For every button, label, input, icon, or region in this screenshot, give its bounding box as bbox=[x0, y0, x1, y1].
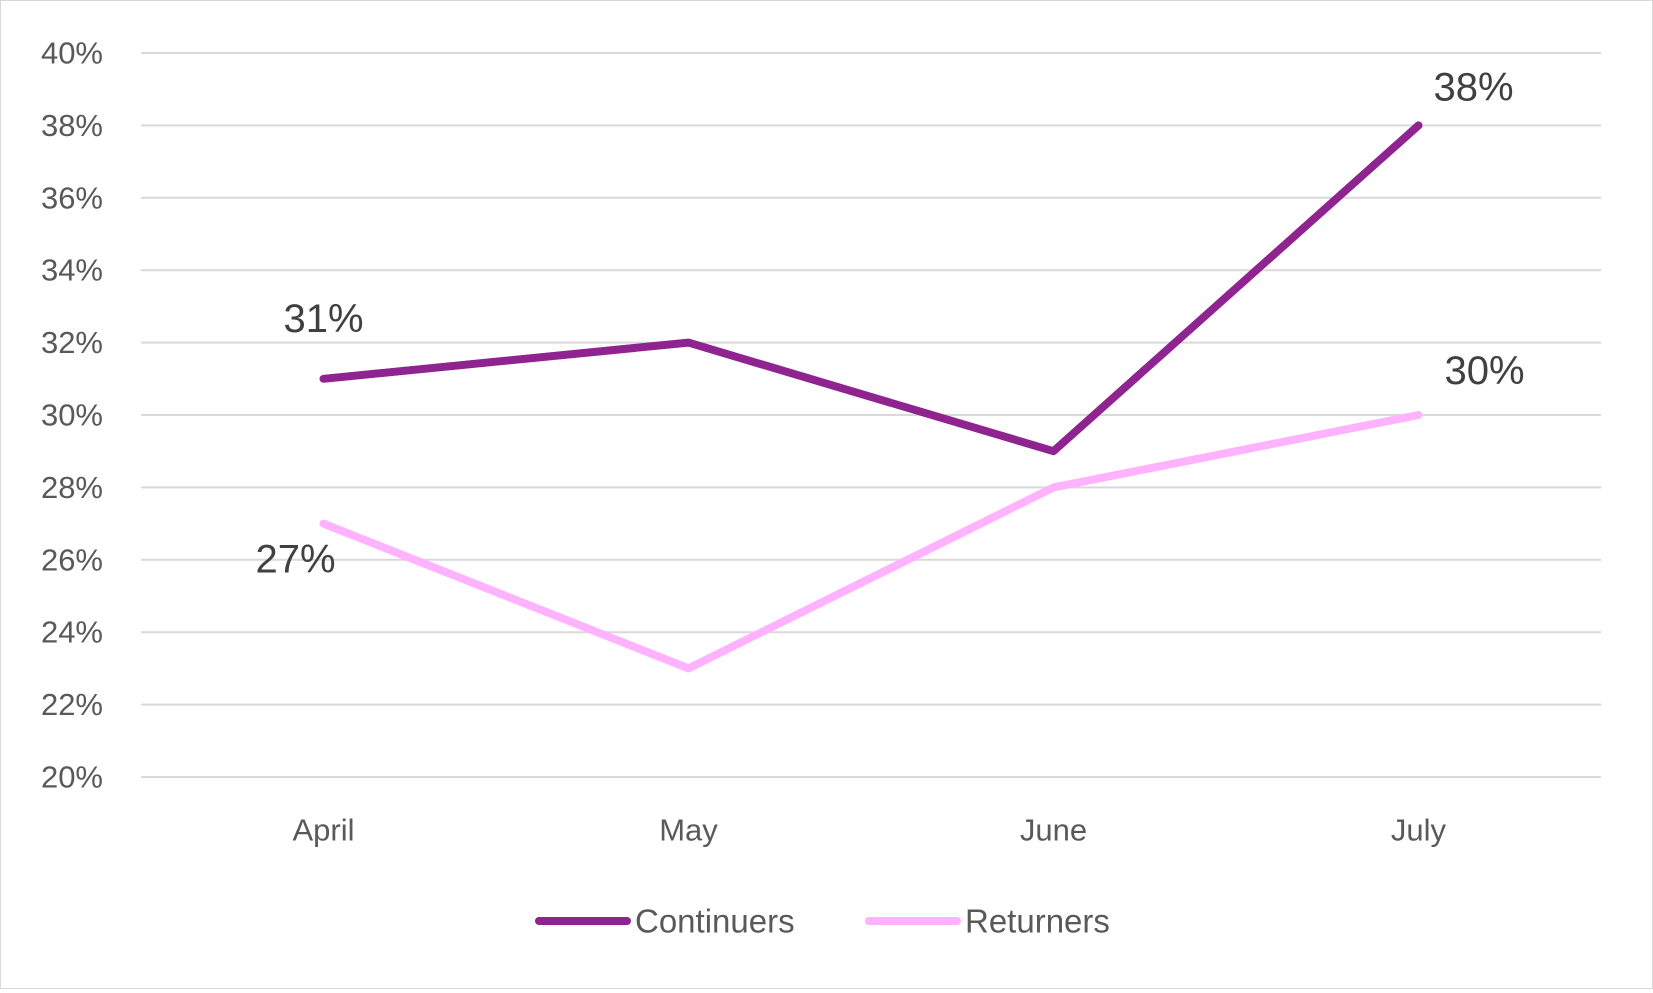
data-label: 30% bbox=[1444, 349, 1524, 393]
data-labels: 31% 38% 27% 30% bbox=[255, 65, 1524, 581]
x-tick-label: April bbox=[292, 813, 354, 848]
x-tick-label: July bbox=[1391, 813, 1447, 848]
y-tick-label: 32% bbox=[41, 325, 103, 360]
y-tick-label: 22% bbox=[41, 687, 103, 722]
y-tick-label: 36% bbox=[41, 180, 103, 215]
legend-label-continuers: Continuers bbox=[635, 903, 795, 940]
x-axis-tick-labels: April May June July bbox=[292, 813, 1446, 848]
series-line-returners bbox=[324, 415, 1419, 668]
data-label: 31% bbox=[283, 297, 363, 341]
y-tick-label: 38% bbox=[41, 108, 103, 143]
y-tick-label: 26% bbox=[41, 542, 103, 577]
y-tick-label: 28% bbox=[41, 470, 103, 505]
series-lines bbox=[323, 125, 1418, 668]
y-tick-label: 20% bbox=[41, 760, 103, 795]
legend: Continuers Returners bbox=[539, 903, 1110, 940]
y-axis-tick-labels: 20% 22% 24% 26% 28% 30% 32% 34% 36% 38% 40% bbox=[41, 36, 103, 795]
y-tick-label: 34% bbox=[41, 253, 103, 288]
y-tick-label: 40% bbox=[41, 36, 103, 71]
x-tick-label: May bbox=[659, 813, 718, 848]
y-tick-label: 24% bbox=[41, 615, 103, 650]
legend-label-returners: Returners bbox=[965, 903, 1110, 940]
data-label: 27% bbox=[255, 538, 335, 582]
data-label: 38% bbox=[1433, 65, 1513, 109]
series-line-continuers bbox=[324, 125, 1419, 451]
x-tick-label: June bbox=[1020, 813, 1087, 848]
y-tick-label: 30% bbox=[41, 398, 103, 433]
